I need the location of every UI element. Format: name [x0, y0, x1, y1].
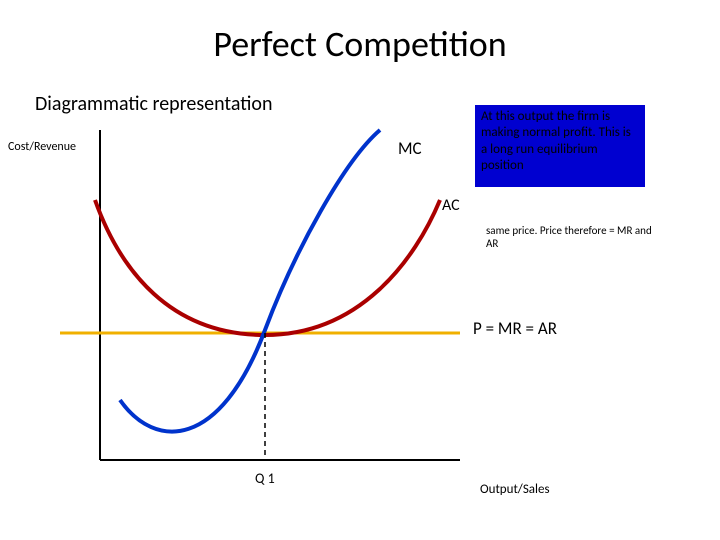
ac-label: AC: [442, 196, 460, 215]
mc-curve: [120, 130, 380, 432]
ac-curve: [95, 200, 440, 335]
page-title: Perfect Competition: [0, 22, 720, 66]
x-axis-label: Output/Sales: [480, 482, 550, 497]
equilibrium-note-box: At this output the firm is making normal…: [475, 105, 645, 187]
mc-label: MC: [398, 138, 422, 159]
price-caption: same price. Price therefore = MR and AR: [486, 224, 666, 250]
economics-diagram: [60, 120, 480, 480]
price-label: P = MR = AR: [473, 318, 557, 339]
subtitle: Diagrammatic representation: [35, 92, 272, 116]
q1-label: Q 1: [255, 470, 275, 487]
